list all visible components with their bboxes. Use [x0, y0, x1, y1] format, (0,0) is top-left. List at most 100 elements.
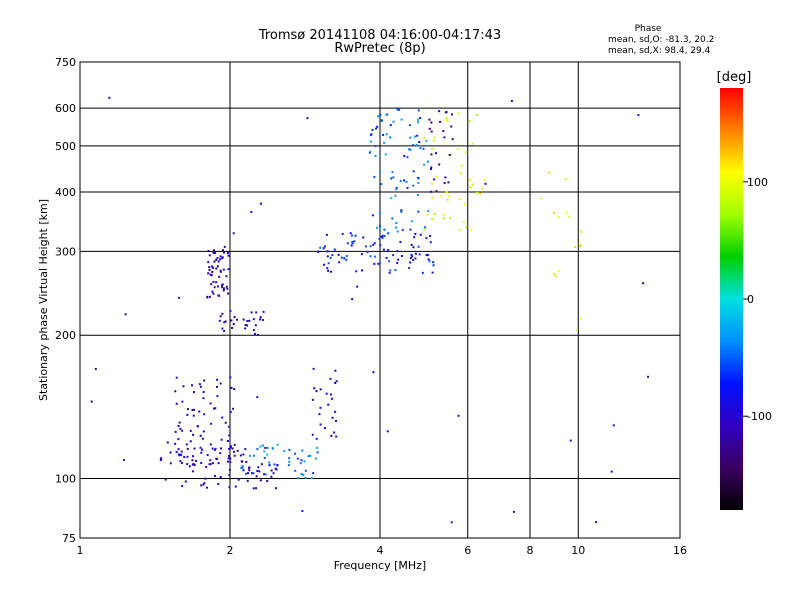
data-point [364, 245, 367, 248]
data-point [195, 459, 198, 462]
data-point [419, 147, 422, 150]
data-point [223, 245, 226, 248]
data-point [212, 249, 215, 252]
data-point [218, 294, 221, 297]
data-point [216, 257, 219, 260]
data-point [385, 133, 388, 136]
data-point [175, 450, 178, 453]
data-point [221, 312, 224, 315]
data-point [186, 455, 189, 458]
data-point [198, 383, 201, 386]
data-point [386, 430, 389, 433]
data-point [206, 295, 209, 298]
data-point [266, 479, 269, 482]
data-point [351, 242, 354, 245]
y-tick-label: 200 [55, 329, 76, 342]
data-point [202, 391, 205, 394]
data-point [263, 456, 266, 459]
data-point [395, 222, 398, 225]
data-point [578, 245, 581, 248]
data-point [227, 460, 230, 463]
x-tick-label: 1 [77, 544, 84, 557]
data-point [400, 209, 403, 212]
data-point [178, 453, 181, 456]
data-point [374, 154, 377, 157]
data-point [256, 469, 259, 472]
data-point [196, 425, 199, 428]
data-point [175, 402, 178, 405]
data-point [199, 446, 202, 449]
data-point [370, 140, 373, 143]
data-point [457, 112, 460, 115]
data-point [373, 242, 376, 245]
data-point [229, 445, 232, 448]
data-point [159, 458, 162, 461]
data-point [218, 319, 221, 322]
data-point [219, 269, 222, 272]
data-point [458, 229, 461, 232]
grid-lines [80, 62, 680, 538]
data-point [463, 202, 466, 205]
data-point [252, 487, 255, 490]
data-point [192, 470, 195, 473]
data-point [346, 242, 349, 245]
data-point [369, 150, 372, 153]
data-point [345, 255, 348, 258]
data-point [216, 285, 219, 288]
data-point [259, 202, 262, 205]
data-point [335, 380, 338, 383]
data-point [379, 113, 382, 116]
data-point [443, 136, 446, 139]
data-point [425, 254, 428, 257]
data-point [450, 113, 453, 116]
data-point [392, 120, 395, 123]
data-point [390, 177, 393, 180]
data-point [326, 267, 329, 270]
data-point [565, 211, 568, 214]
data-point [319, 406, 322, 409]
data-point [445, 117, 448, 120]
data-point [334, 410, 337, 413]
data-point [421, 271, 424, 274]
data-point [233, 443, 236, 446]
phase-box-line-o: mean, sd,O: -81.3, 20.2 [608, 35, 714, 45]
data-point [262, 310, 265, 313]
data-point [207, 250, 210, 253]
data-point [198, 410, 201, 413]
data-point [412, 184, 415, 187]
data-point [212, 280, 215, 283]
data-point [330, 397, 333, 400]
data-point [180, 462, 183, 465]
data-point [382, 133, 385, 136]
data-point [217, 482, 220, 485]
y-tick-label: 600 [55, 102, 76, 115]
data-point [449, 216, 452, 219]
data-point [259, 316, 262, 319]
data-point [416, 134, 419, 137]
data-point [334, 381, 337, 384]
data-point [178, 296, 181, 299]
data-point [425, 139, 428, 142]
data-point [447, 195, 450, 198]
data-point [252, 329, 255, 332]
data-point [318, 413, 321, 416]
x-tick-label: 6 [464, 544, 471, 557]
data-point [432, 139, 435, 142]
data-point [311, 398, 314, 401]
data-point [232, 323, 235, 326]
data-point [372, 243, 375, 246]
data-point [580, 230, 583, 233]
data-point [396, 108, 399, 111]
data-point [288, 457, 291, 460]
data-point [208, 254, 211, 257]
x-tick-label: 16 [673, 544, 687, 557]
data-point [389, 124, 392, 127]
data-point [325, 392, 328, 395]
data-point [232, 407, 235, 410]
data-point [307, 455, 310, 458]
data-point [205, 465, 208, 468]
data-point [203, 379, 206, 382]
data-point [350, 234, 353, 237]
data-point [180, 453, 183, 456]
data-point [408, 148, 411, 151]
